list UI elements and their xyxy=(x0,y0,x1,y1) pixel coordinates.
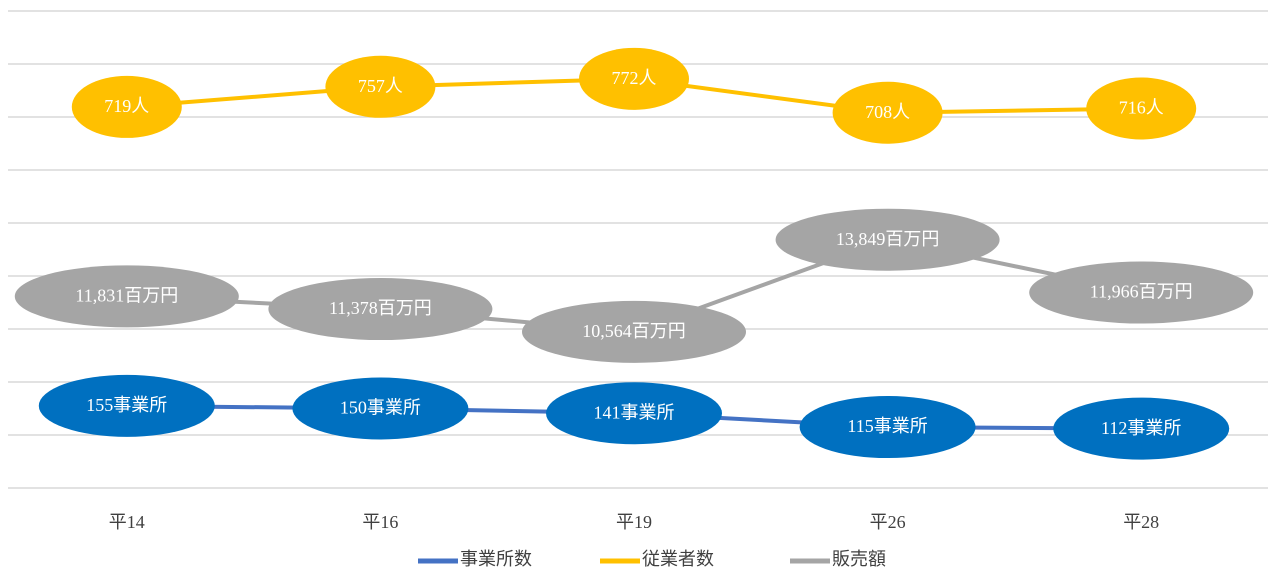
data-label-bubble xyxy=(832,81,943,144)
data-label: 757人 xyxy=(358,76,403,96)
data-label: 10,564百万円 xyxy=(582,321,686,341)
legend-label: 事業所数 xyxy=(460,549,532,569)
data-label: 150事業所 xyxy=(340,398,421,418)
data-label: 11,831百万円 xyxy=(75,285,178,305)
data-label-bubble xyxy=(1053,397,1230,460)
data-label: 716人 xyxy=(1119,98,1164,118)
data-label-bubble xyxy=(268,278,493,341)
data-label-bubble xyxy=(522,300,746,363)
data-label-bubble xyxy=(579,47,689,110)
data-label: 772人 xyxy=(612,68,657,88)
data-label: 708人 xyxy=(865,102,910,122)
x-tick-label: 平26 xyxy=(870,512,906,532)
data-label-bubble xyxy=(775,208,1000,271)
data-label: 112事業所 xyxy=(1101,418,1181,438)
data-label-bubble xyxy=(325,55,436,118)
x-tick-label: 平28 xyxy=(1123,512,1159,532)
data-label-bubble xyxy=(799,396,976,459)
data-label-bubble xyxy=(292,377,469,440)
data-label-bubble xyxy=(38,374,215,437)
data-label: 719人 xyxy=(104,96,149,116)
data-label-bubble xyxy=(546,382,722,445)
data-label: 115事業所 xyxy=(847,416,927,436)
data-label-bubble xyxy=(1029,261,1254,324)
data-label: 11,378百万円 xyxy=(329,298,432,318)
data-label-bubble xyxy=(14,265,239,328)
data-label: 155事業所 xyxy=(86,395,167,415)
legend-label: 従業者数 xyxy=(642,549,714,569)
data-label: 13,849百万円 xyxy=(836,229,940,249)
data-label: 141事業所 xyxy=(594,402,675,422)
x-tick-label: 平19 xyxy=(616,512,652,532)
data-label-bubble xyxy=(71,75,182,138)
legend-label: 販売額 xyxy=(832,549,886,569)
data-label: 11,966百万円 xyxy=(1090,282,1193,302)
x-tick-label: 平14 xyxy=(109,512,145,532)
data-label-bubble xyxy=(1086,77,1197,140)
x-tick-label: 平16 xyxy=(362,512,398,532)
